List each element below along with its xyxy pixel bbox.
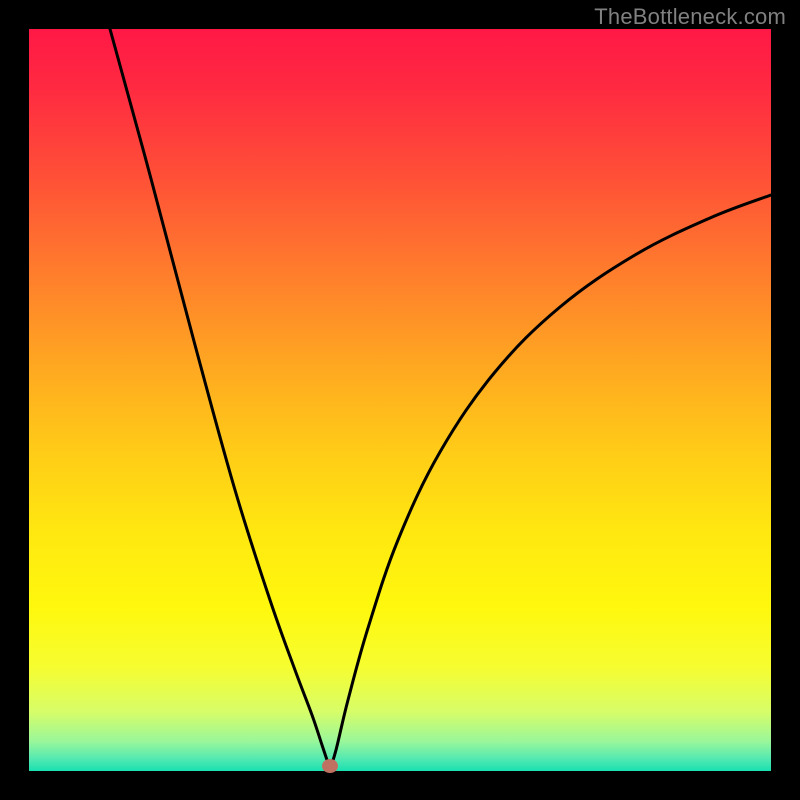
bottleneck-chart (0, 0, 800, 800)
optimal-point-marker (322, 759, 338, 773)
chart-container: TheBottleneck.com (0, 0, 800, 800)
